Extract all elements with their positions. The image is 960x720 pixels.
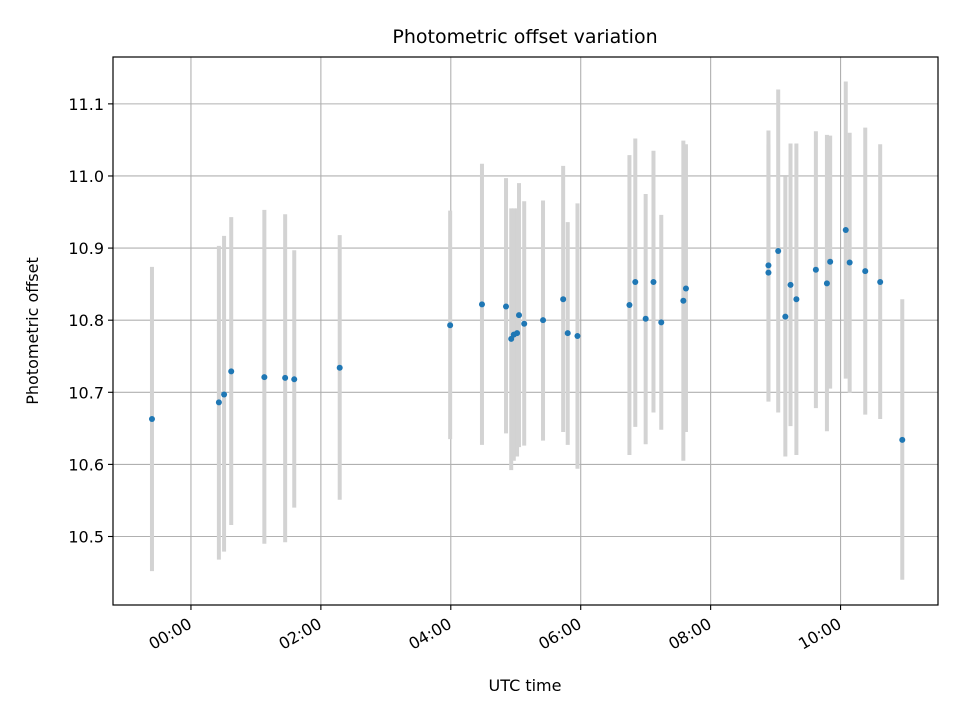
y-tick-label: 10.5 (68, 528, 104, 547)
chart-title: Photometric offset variation (392, 26, 657, 48)
data-point (221, 391, 228, 398)
data-point (560, 296, 567, 303)
data-point (827, 258, 834, 265)
y-tick-label: 10.8 (68, 311, 104, 330)
data-point (632, 278, 639, 285)
x-tick-label: 00:00 (146, 614, 195, 654)
data-point (540, 317, 547, 324)
data-point (447, 322, 454, 329)
data-point (516, 312, 523, 319)
y-tick-label: 10.7 (68, 383, 104, 402)
data-point (842, 227, 849, 234)
y-tick-label: 11.1 (68, 95, 104, 114)
data-point (282, 374, 289, 381)
data-point (862, 268, 869, 275)
data-point (261, 374, 268, 381)
x-tick-label: 08:00 (665, 614, 714, 654)
data-point (877, 278, 884, 285)
data-point (642, 315, 649, 322)
data-point (336, 364, 343, 371)
data-point (215, 399, 222, 406)
x-axis-ticks: 00:00 02:00 04:00 06:00 08:00 10:00 (146, 605, 845, 654)
data-point (787, 281, 794, 288)
data-point (626, 302, 633, 309)
data-point (812, 266, 819, 273)
data-point (782, 313, 789, 320)
data-point (793, 296, 800, 303)
x-tick-label: 10:00 (795, 614, 844, 654)
data-point (823, 280, 830, 287)
x-tick-label: 02:00 (275, 614, 324, 654)
data-point (765, 269, 772, 276)
error-bars (149, 81, 905, 580)
y-tick-label: 10.6 (68, 455, 104, 474)
data-point (682, 285, 689, 292)
x-axis-title: UTC time (489, 676, 562, 695)
plot-area-frame (112, 56, 939, 606)
data-point (574, 333, 581, 340)
data-point (148, 415, 155, 422)
data-point (228, 368, 235, 375)
data-point (291, 376, 298, 383)
data-point (564, 330, 571, 337)
data-point (899, 436, 906, 443)
data-points (148, 227, 906, 443)
data-point (658, 319, 665, 326)
x-tick-label: 04:00 (405, 614, 454, 654)
data-point (514, 330, 521, 337)
y-axis-title: Photometric offset (23, 257, 42, 405)
y-axis-ticks: 10.5 10.6 10.7 10.8 10.9 11.0 11.1 (68, 95, 113, 547)
data-point (508, 335, 515, 342)
data-point (503, 303, 510, 310)
y-tick-label: 10.9 (68, 239, 104, 258)
data-point (650, 278, 657, 285)
x-tick-label: 06:00 (535, 614, 584, 654)
data-point (765, 262, 772, 269)
data-point (775, 247, 782, 254)
data-point (521, 320, 528, 327)
data-point (680, 297, 687, 304)
y-tick-label: 11.0 (68, 167, 104, 186)
data-point (846, 259, 853, 266)
data-point (478, 301, 485, 308)
